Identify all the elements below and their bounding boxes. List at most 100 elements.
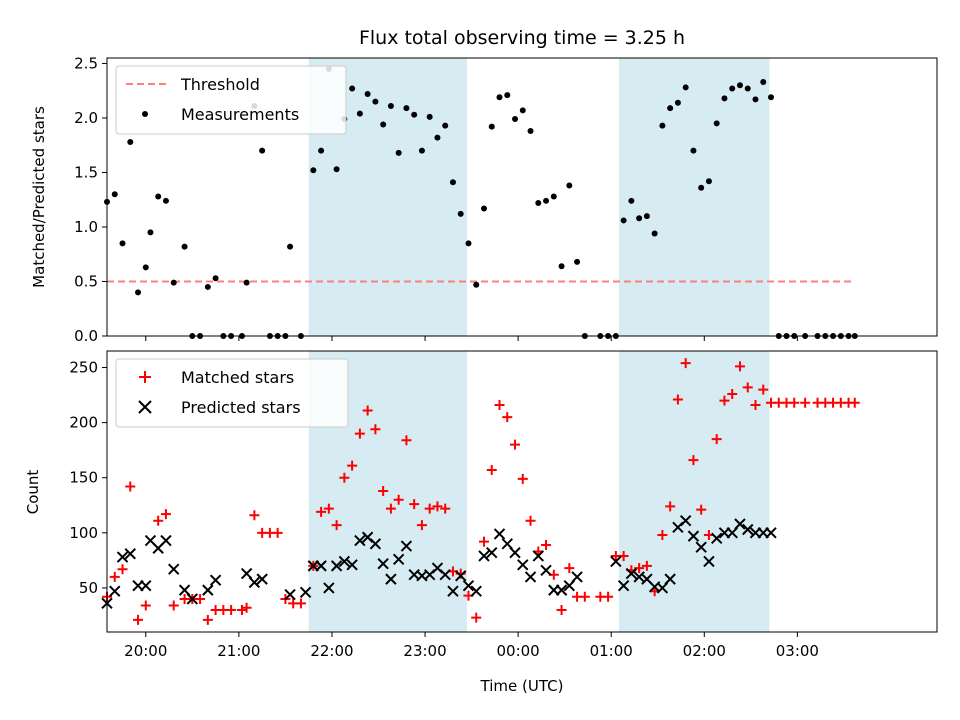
measurement-point xyxy=(473,281,480,288)
matched-star-point xyxy=(125,481,136,492)
measurement-point xyxy=(364,90,371,97)
measurement-point xyxy=(119,240,126,247)
matched-star-point xyxy=(734,361,745,372)
measurement-point xyxy=(243,279,250,286)
matched-star-point xyxy=(517,473,528,484)
x-tick-label: 02:00 xyxy=(683,642,726,660)
matched-star-point xyxy=(202,614,213,625)
matched-star-point xyxy=(385,503,396,514)
matched-star-point xyxy=(370,424,381,435)
matched-star-point xyxy=(696,504,707,515)
predicted-star-point xyxy=(742,523,754,536)
measurement-point xyxy=(465,240,472,247)
x-tick-label: 00:00 xyxy=(497,642,540,660)
matched-star-point xyxy=(688,455,699,466)
matched-star-point xyxy=(117,564,128,575)
predicted-star-point xyxy=(369,538,382,550)
measurement-point xyxy=(760,78,767,85)
measurement-point xyxy=(155,193,162,200)
matched-star-point xyxy=(354,428,365,439)
measurement-point xyxy=(434,134,441,141)
predicted-star-point xyxy=(439,568,451,581)
measurement-point xyxy=(135,289,142,296)
matched-star-point xyxy=(440,503,451,514)
measurement-point xyxy=(403,105,410,112)
legend: Matched stars Predicted stars xyxy=(115,358,349,428)
measurement-point xyxy=(442,122,449,129)
predicted-star-point xyxy=(168,563,180,575)
measurement-point xyxy=(380,121,387,128)
x-axis-label: Time (UTC) xyxy=(480,677,564,695)
measurement-point xyxy=(162,197,169,204)
predicted-star-point xyxy=(695,541,707,553)
shaded-span xyxy=(618,351,770,632)
matched-star-point xyxy=(665,501,676,512)
measurement-point xyxy=(674,99,681,106)
x-tick-label: 22:00 xyxy=(310,642,353,660)
measurement-point xyxy=(574,258,581,265)
predicted-star-point xyxy=(540,564,552,576)
predicted-star-point xyxy=(687,530,700,542)
measurement-point xyxy=(698,184,705,191)
y-tick-label: 2.5 xyxy=(74,54,98,72)
matched-star-point xyxy=(758,384,769,395)
shaded-spans xyxy=(308,351,770,632)
matched-star-point xyxy=(153,515,164,526)
matched-star-point xyxy=(494,399,505,410)
y-tick-label: 0.0 xyxy=(74,327,98,345)
predicted-star-point xyxy=(517,559,529,571)
measurement-point xyxy=(147,229,154,236)
matched-star-point xyxy=(241,602,252,613)
legend-label: Predicted stars xyxy=(181,398,301,417)
measurement-point xyxy=(543,197,550,204)
x-tick-label: 01:00 xyxy=(590,642,633,660)
matched-star-point xyxy=(140,600,151,611)
measurement-point xyxy=(690,147,697,154)
predicted-star-point xyxy=(625,567,638,580)
predicted-star-point xyxy=(765,527,777,539)
measurement-point xyxy=(504,92,511,99)
measurement-point xyxy=(142,264,149,271)
measurement-point xyxy=(705,178,712,185)
measurement-point xyxy=(636,215,643,222)
predicted-star-point xyxy=(524,571,537,583)
axes: 50 100 150 200 250 20:00 21:00 22:00 23:00 00:00 0… xyxy=(69,359,819,660)
top-panel: 0.0 0.5 1.0 1.5 2.0 2.5 Matched/Predicted sta… xyxy=(30,54,938,345)
predicted-star-point xyxy=(532,550,544,562)
matched-star-point xyxy=(378,485,389,496)
measurement-point xyxy=(488,123,495,130)
measurement-point xyxy=(372,98,379,105)
matched-star-point xyxy=(719,395,730,406)
series-group xyxy=(101,358,860,625)
predicted-star-point xyxy=(462,580,475,592)
measurement-point xyxy=(426,113,433,120)
measurement-point xyxy=(744,85,751,92)
measurement-point xyxy=(651,230,658,237)
matched-star-point xyxy=(711,434,722,445)
y-tick-label: 0.5 xyxy=(74,272,98,290)
matched-star-point xyxy=(409,499,420,510)
matched-star-point xyxy=(471,612,482,623)
measurement-point xyxy=(111,191,118,198)
predicted-star-point xyxy=(571,571,583,583)
measurement-point xyxy=(768,94,774,101)
y-tick-label: 150 xyxy=(69,469,98,487)
measurement-point xyxy=(170,279,177,286)
measurement-point xyxy=(628,197,635,204)
matched-star-point xyxy=(742,382,753,393)
matched-star-point xyxy=(331,520,342,531)
matched-star-point xyxy=(416,520,427,531)
measurement-point xyxy=(527,128,534,135)
measurement-point xyxy=(566,182,573,189)
plot-frame xyxy=(106,350,938,633)
matched-star-point xyxy=(849,397,860,408)
predicted-star-point xyxy=(385,573,397,585)
predicted-star-point xyxy=(186,593,199,605)
matched-star-point xyxy=(401,435,412,446)
legend: Threshold Measurements xyxy=(115,65,347,135)
predicted-star-point xyxy=(493,528,506,540)
predicted-star-point xyxy=(299,586,312,599)
predicted-star-point xyxy=(124,548,136,560)
matched-star-point xyxy=(168,600,179,611)
matched-star-point xyxy=(502,412,513,423)
